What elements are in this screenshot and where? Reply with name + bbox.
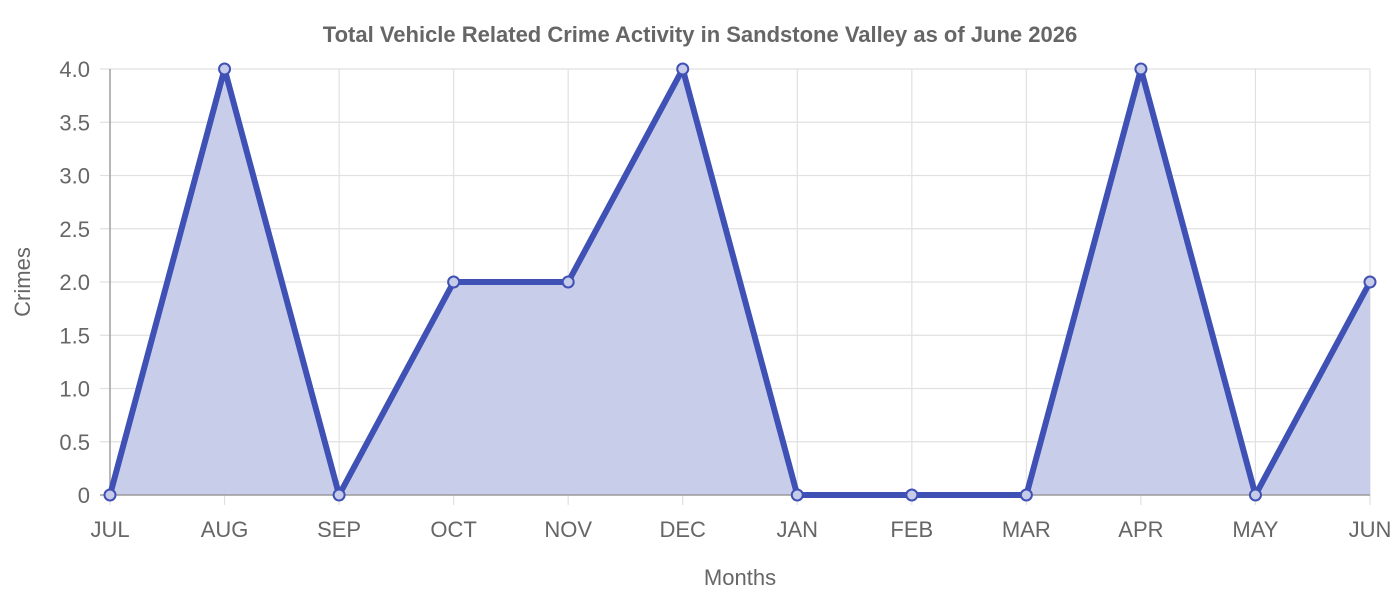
x-tick-label: OCT	[430, 517, 476, 542]
data-point-apr[interactable]	[1134, 62, 1148, 76]
point-layer	[103, 62, 1377, 502]
x-tick-label: JAN	[776, 517, 818, 542]
data-point-jan[interactable]	[790, 488, 804, 502]
y-tick-label: 1.0	[59, 377, 90, 402]
y-axis-title: Crimes	[10, 247, 35, 317]
y-tick-label: 4.0	[59, 57, 90, 82]
data-point-oct[interactable]	[447, 275, 461, 289]
axis-layer	[100, 69, 1370, 496]
x-tick-label: APR	[1118, 517, 1163, 542]
x-axis-title: Months	[704, 565, 776, 590]
x-tick-label: SEP	[317, 517, 361, 542]
y-tick-label: 0.5	[59, 430, 90, 455]
y-tick-label: 2.5	[59, 217, 90, 242]
x-tick-label: DEC	[660, 517, 707, 542]
data-point-jul[interactable]	[103, 488, 117, 502]
data-point-may[interactable]	[1248, 488, 1262, 502]
data-point-dec[interactable]	[676, 62, 690, 76]
x-tick-label: NOV	[544, 517, 592, 542]
data-point-nov[interactable]	[561, 275, 575, 289]
x-tick-label: AUG	[201, 517, 249, 542]
data-point-feb[interactable]	[905, 488, 919, 502]
x-tick-label: JUL	[90, 517, 129, 542]
x-tick-label: JUN	[1349, 517, 1392, 542]
y-tick-label: 3.5	[59, 110, 90, 135]
series-line	[107, 66, 1373, 498]
chart-title: Total Vehicle Related Crime Activity in …	[323, 22, 1077, 47]
x-tick-label: MAY	[1232, 517, 1278, 542]
data-point-jun[interactable]	[1363, 275, 1377, 289]
data-point-sep[interactable]	[332, 488, 346, 502]
y-tick-label: 2.0	[59, 270, 90, 295]
y-tick-label: 3.0	[59, 164, 90, 189]
line-layer	[107, 66, 1373, 498]
x-tick-label: MAR	[1002, 517, 1051, 542]
y-tick-label: 1.5	[59, 323, 90, 348]
label-layer: 0 0.5 1.0 1.5 2.0 2.5 3.0 3.5 4.0 JUL AUG SEP OCT NOV…	[59, 57, 1391, 542]
data-point-mar[interactable]	[1019, 488, 1033, 502]
y-tick-label: 0	[78, 483, 90, 508]
data-point-aug[interactable]	[218, 62, 232, 76]
x-tick-label: FEB	[890, 517, 933, 542]
